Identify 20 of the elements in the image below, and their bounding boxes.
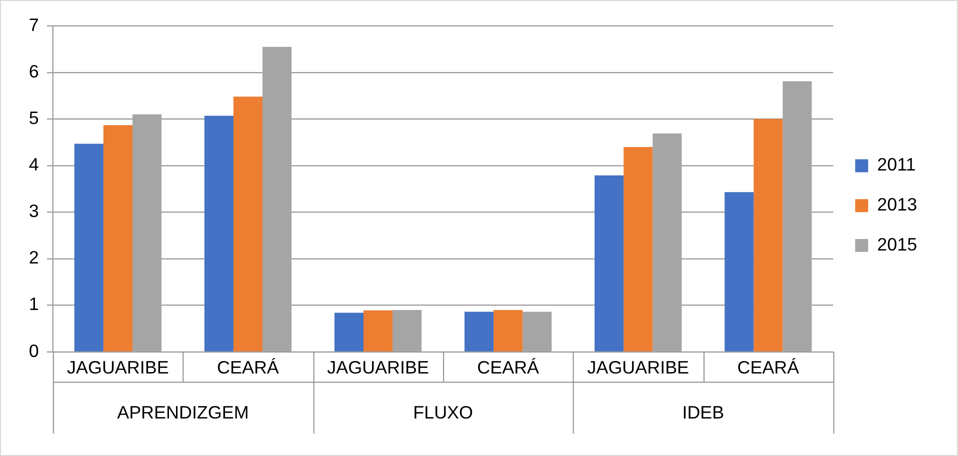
y-tick-label: 3: [28, 201, 39, 222]
x-tick-label: CEARÁ: [477, 358, 540, 378]
legend-label: 2013: [877, 194, 918, 215]
legend-label: 2015: [877, 234, 918, 254]
legend-label: 2011: [877, 154, 916, 175]
text: APRENDIZGEM: [117, 402, 249, 423]
x-tick-label: CEARÁ: [217, 358, 279, 378]
text: FLUXO: [413, 402, 474, 423]
x-tick-label: JAGUARIBE: [587, 358, 690, 378]
y-tick-label: 6: [28, 61, 39, 82]
y-tick-label: 0: [28, 340, 39, 361]
y-tick-label: 4: [28, 154, 39, 175]
y-tick-label: 5: [28, 108, 39, 128]
x-tick-label: JAGUARIBE: [67, 358, 169, 378]
x-tick-label: JAGUARIBE: [327, 358, 429, 378]
y-tick-label: 2: [28, 248, 39, 268]
y-tick-label: 1: [28, 294, 39, 314]
y-tick-label: 7: [28, 14, 39, 35]
text: IDEB: [682, 402, 724, 423]
x-tick-label: CEARÁ: [737, 358, 800, 378]
